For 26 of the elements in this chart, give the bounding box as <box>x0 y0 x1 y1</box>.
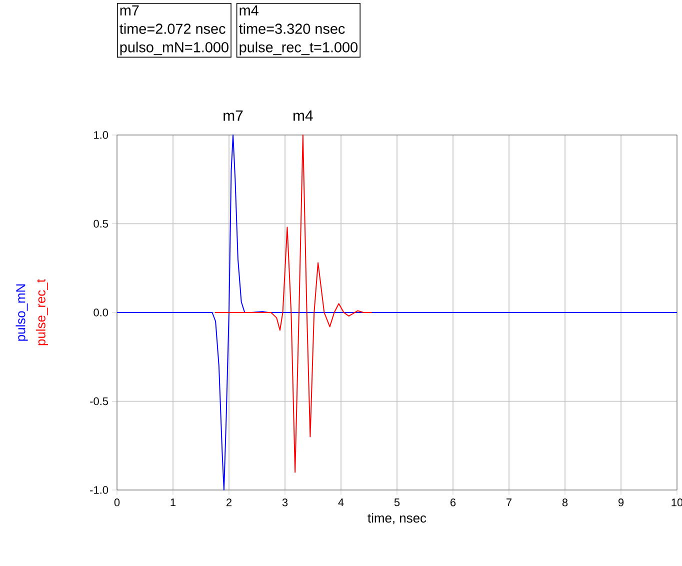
text: pulse_rec_t <box>36 279 48 346</box>
text: pulse_rec_t=1.000 <box>240 42 358 56</box>
y-tick-label: 0.5 <box>94 220 108 228</box>
x-tick-label: 1 <box>170 498 176 506</box>
annotation: m7 <box>224 110 243 121</box>
x-tick-label: 7 <box>506 498 512 506</box>
y-tick-label: -1.0 <box>90 486 108 494</box>
y-tick-label: 0.0 <box>94 308 108 316</box>
text: pulso_mN <box>16 284 28 341</box>
x-tick-label: 2 <box>226 498 232 506</box>
text: m4 <box>240 5 258 16</box>
x-axis-title: time, nsec <box>368 513 426 524</box>
text: m7 <box>120 5 139 16</box>
y-tick-label: 1.0 <box>94 131 108 139</box>
x-tick-label: 6 <box>450 498 456 506</box>
annotation: m4 <box>294 110 313 121</box>
text: time=3.320 nsec <box>239 23 345 34</box>
x-tick-label: 3 <box>282 498 288 506</box>
text: pulso_mN=1.000 <box>120 42 228 56</box>
x-tick-label: 5 <box>394 498 400 506</box>
x-tick-label: 0 <box>114 498 120 506</box>
y-tick-label: -0.5 <box>90 397 108 406</box>
x-tick-label: 9 <box>618 498 624 506</box>
x-tick-label: 8 <box>562 498 568 506</box>
x-tick-label: 4 <box>338 498 344 506</box>
text: time=2.072 nsec <box>120 23 226 34</box>
